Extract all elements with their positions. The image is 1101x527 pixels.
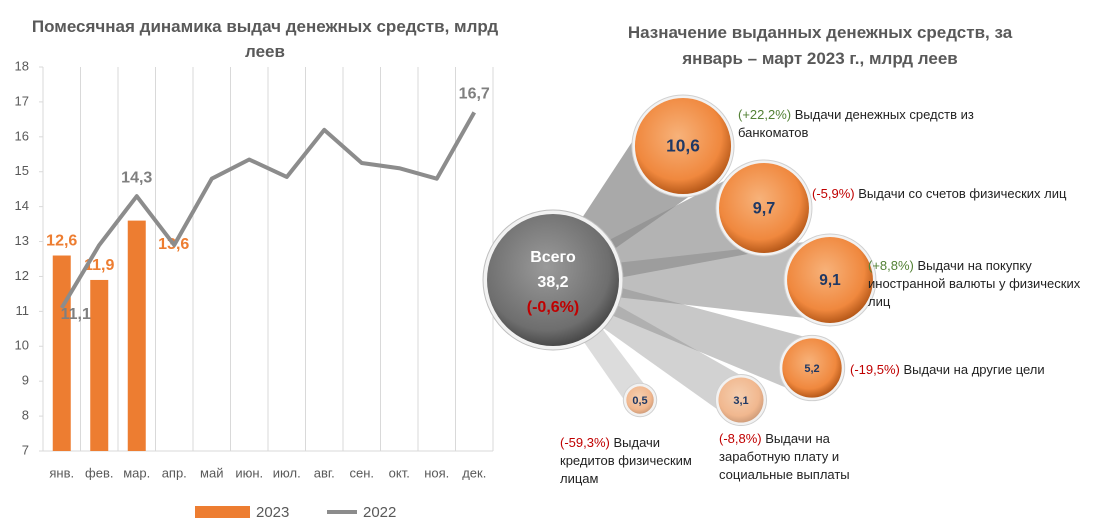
item-change: (-19,5%) (850, 362, 900, 377)
chart-title: Помесячная динамика выдач денежных средс… (31, 17, 499, 61)
item-label: (+8,8%) Выдачи на покупку иностранной ва… (868, 257, 1098, 311)
x-tick-label: янв. (49, 465, 74, 480)
line (60, 111, 476, 309)
x-tick-label: окт. (389, 465, 410, 480)
y-tick-label: 14 (15, 198, 29, 213)
x-tick-label: май (200, 465, 223, 480)
item-change: (+22,2%) (738, 107, 792, 122)
y-tick-label: 10 (15, 338, 29, 353)
item-text: Выдачи на заработную плату и социальные … (719, 431, 850, 482)
item-label: (-8,8%) Выдачи на заработную плату и соц… (719, 430, 889, 484)
x-tick-label: фев. (85, 465, 113, 480)
x-tick-label: ноя. (424, 465, 449, 480)
legend-label: 2023 (256, 504, 289, 521)
legend-swatch (195, 506, 250, 518)
bubble-value: 9,1 (819, 272, 841, 289)
y-tick-label: 8 (22, 408, 29, 423)
x-tick-label: авг. (314, 465, 335, 480)
data-label: 16,7 (459, 86, 490, 103)
y-tick-label: 9 (22, 373, 29, 388)
item-text: Выдачи кредитов физическим лицам (560, 435, 692, 486)
y-tick-label: 17 (15, 93, 29, 108)
data-label: 12,6 (46, 233, 77, 250)
item-label: (-19,5%) Выдачи на другие цели (850, 361, 1100, 379)
bubble-fill (787, 237, 873, 323)
x-tick-label: июл. (273, 465, 301, 480)
bubble-fill (718, 377, 764, 423)
y-tick-label: 13 (15, 233, 29, 248)
item-label: (+22,2%) Выдачи денежных средств из банк… (738, 106, 988, 142)
x-tick-label: дек. (462, 465, 486, 480)
bar (127, 220, 146, 451)
bar (52, 255, 71, 451)
item-text: Выдачи денежных средств из банкоматов (738, 107, 974, 140)
y-tick-label: 7 (22, 442, 29, 457)
item-text: Выдачи на другие цели (903, 362, 1045, 377)
item-change: (-8,8%) (719, 431, 762, 446)
total-value: 38,2 (537, 274, 568, 291)
x-tick-label: июн. (235, 465, 263, 480)
y-tick-label: 11 (16, 303, 30, 318)
item-change: (+8,8%) (868, 258, 914, 273)
x-tick-label: сен. (349, 465, 374, 480)
bubble-value: 3,1 (733, 395, 748, 407)
ray (553, 239, 830, 321)
bubble-value: 0,5 (632, 395, 647, 407)
x-tick-label: апр. (162, 465, 187, 480)
total-fill (487, 214, 619, 346)
bubble-value: 10,6 (666, 136, 700, 156)
data-label: 14,3 (121, 169, 152, 186)
item-label: (-5,9%) Выдачи со счетов физических лиц (812, 185, 1092, 203)
item-label: (-59,3%) Выдачи кредитов физическим лица… (560, 434, 710, 488)
bar (90, 279, 109, 451)
bubble-value: 9,7 (753, 199, 776, 217)
data-label: 11,1 (61, 306, 91, 323)
right-chart: 10,6 9,7 9,1 5,2 3,1 0,5 Всего 38,2 (-0,6%) (482, 94, 877, 427)
bubble-fill (634, 97, 732, 195)
total-change: (-0,6%) (527, 299, 579, 316)
item-change: (-59,3%) (560, 435, 610, 450)
item-change: (-5,9%) (812, 186, 855, 201)
x-tick-label: мар. (123, 465, 150, 480)
bubble-fill (719, 163, 809, 253)
chart-title: Назначение выданных денежных средств, за… (627, 23, 1013, 68)
total-label: Всего (530, 249, 576, 266)
legend-label: 2022 (363, 504, 396, 521)
bubble-value: 5,2 (804, 363, 819, 375)
left-chart: 7 8 9 10 11 12 13 14 15 16 17 18 янв. фев. мар. апр. май… (15, 58, 494, 521)
bubble-fill (782, 338, 842, 398)
y-tick-label: 18 (15, 58, 29, 73)
y-tick-label: 12 (15, 268, 29, 283)
y-tick-label: 15 (15, 163, 29, 178)
item-text: Выдачи со счетов физических лиц (858, 186, 1067, 201)
y-tick-label: 16 (15, 128, 29, 143)
bubble-fill (626, 386, 654, 414)
item-text: Выдачи на покупку иностранной валюты у ф… (868, 258, 1081, 309)
